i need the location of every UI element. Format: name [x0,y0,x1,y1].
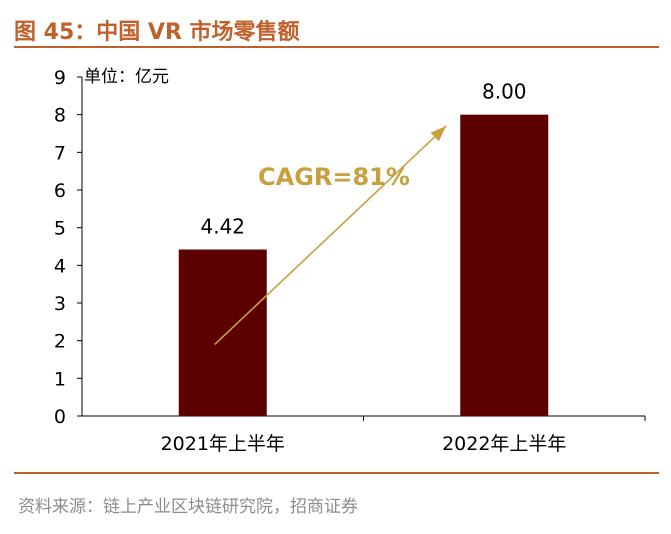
y-tick-label: 0 [54,406,66,428]
figure-title: 图 45：中国 VR 市场零售额 [14,20,300,45]
cagr-arrow [214,125,447,346]
y-tick-label: 4 [54,255,66,277]
unit-label: 单位：亿元 [84,67,169,87]
bar [460,114,549,417]
title-divider [14,46,659,48]
y-axis: 0 1 2 3 4 5 6 7 8 9 [54,67,83,428]
y-tick-label: 1 [54,368,66,390]
y-tick-label: 7 [54,142,66,164]
value-labels-group: 4.42 8.00 [200,80,526,239]
y-tick-label: 9 [54,67,66,89]
x-tick-label: 2022年上半年 [442,433,566,455]
y-tick-label: 8 [54,105,66,127]
bar [178,249,267,416]
source-note: 资料来源：链上产业区块链研究院，招商证券 [18,497,358,517]
x-tick-label: 2021年上半年 [161,433,285,455]
source-divider [14,472,659,474]
y-tick-label: 6 [54,180,66,202]
arrow-head [430,125,447,142]
bar-chart: 0 1 2 3 4 5 6 7 8 9 2021年上半年 2022年上半年 4.42 8.00 单位：… [54,67,646,455]
cagr-annotation: CAGR=81% [258,163,410,191]
y-tick-label: 3 [54,293,66,315]
bars-group [178,114,549,417]
value-label: 4.42 [200,215,245,239]
x-axis: 2021年上半年 2022年上半年 [82,415,646,455]
y-tick-label: 2 [54,331,66,353]
arrow-shaft [214,125,447,346]
value-label: 8.00 [482,80,527,104]
y-tick-label: 5 [54,218,66,240]
